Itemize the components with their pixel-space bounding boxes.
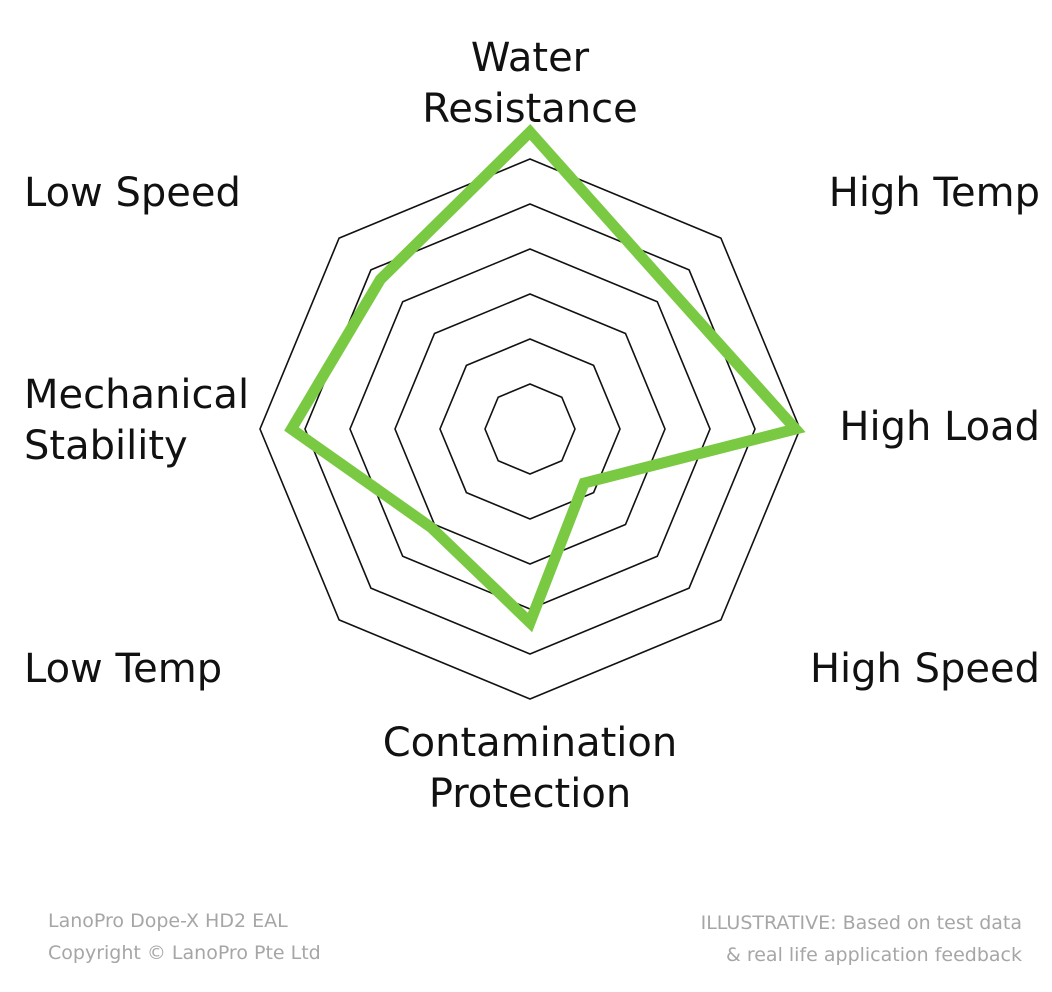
axis-label-4-line-0: Contamination [383, 720, 678, 766]
radar-series [284, 124, 806, 633]
grid-ring-5 [304, 203, 756, 655]
illustrative-note-line-1: ILLUSTRATIVE: Based on test data [700, 912, 1022, 934]
axis-label-3: High Speed [810, 646, 1040, 692]
axis-label-4: Contamination Protection [383, 720, 678, 817]
axis-label-0-line-1: Resistance [422, 86, 638, 132]
series-line-0 [284, 124, 806, 633]
axis-label-0-line-0: Water [471, 35, 590, 81]
axis-label-2-line-0: High Load [839, 404, 1040, 450]
footer-right: ILLUSTRATIVE: Based on test data & real … [701, 907, 1022, 971]
illustrative-note-line-2: & real life application feedback [725, 944, 1022, 966]
axis-label-7: Low Speed [24, 170, 241, 216]
axis-label-3-line-0: High Speed [810, 646, 1040, 692]
grid-ring-1 [484, 383, 576, 475]
copyright-text: Copyright © LanoPro Pte Ltd [48, 942, 321, 964]
axis-label-4-line-1: Protection [429, 771, 631, 817]
axis-label-2: High Load [839, 404, 1040, 450]
grid-ring-3 [394, 293, 666, 565]
grid-ring-6 [259, 158, 801, 700]
footer-left: LanoPro Dope-X HD2 EAL Copyright © LanoP… [48, 905, 321, 969]
axis-label-6-line-0: Mechanical [24, 372, 249, 418]
axis-label-5-line-0: Low Temp [24, 646, 222, 692]
product-name: LanoPro Dope-X HD2 EAL [48, 910, 288, 932]
radar-grid [259, 158, 801, 700]
grid-ring-2 [439, 338, 621, 520]
axis-label-5: Low Temp [24, 646, 222, 692]
axis-label-1-line-0: High Temp [829, 170, 1040, 216]
axis-label-1: High Temp [829, 170, 1040, 216]
axis-labels: Water Resistance High Temp High Load High Sp… [24, 35, 1040, 817]
axis-label-6-line-1: Stability [24, 423, 188, 469]
axis-label-0: Water Resistance [422, 35, 638, 132]
grid-ring-4 [349, 248, 711, 610]
axis-label-6: Mechanical Stability [24, 372, 249, 469]
axis-label-7-line-0: Low Speed [24, 170, 241, 216]
